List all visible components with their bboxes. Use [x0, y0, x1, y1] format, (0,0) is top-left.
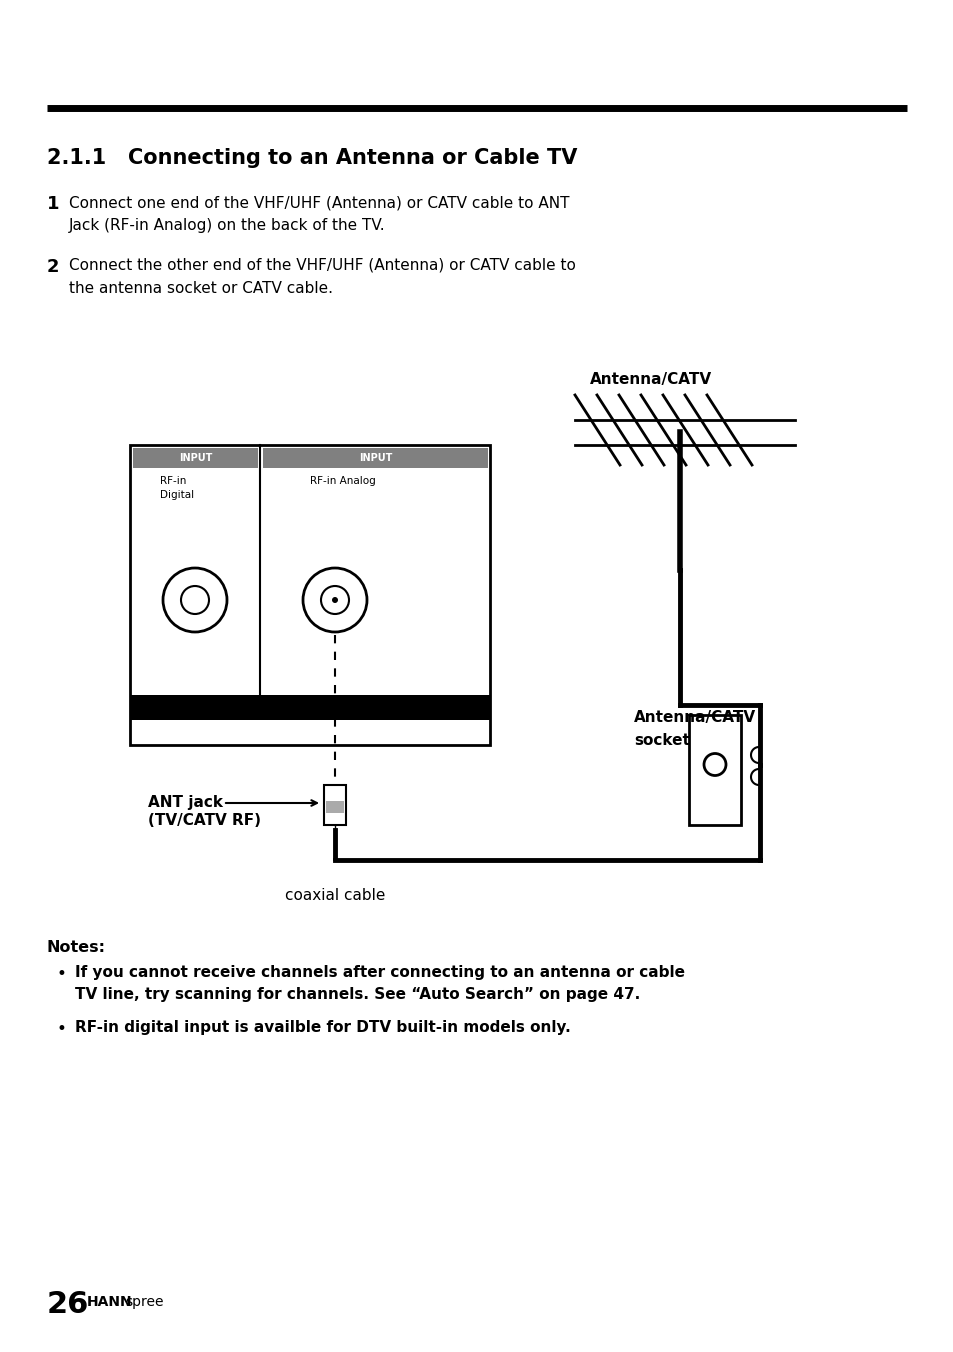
Text: Notes:: Notes:: [47, 940, 106, 955]
Text: INPUT: INPUT: [358, 453, 392, 462]
Text: 26: 26: [47, 1290, 90, 1320]
Circle shape: [303, 568, 367, 631]
Text: Antenna/CATV: Antenna/CATV: [589, 372, 711, 387]
Text: •: •: [57, 1019, 67, 1038]
Text: 1: 1: [47, 195, 59, 214]
Bar: [130, 695, 490, 721]
Text: RF-in digital input is availble for DTV built-in models only.: RF-in digital input is availble for DTV …: [75, 1019, 570, 1036]
Circle shape: [163, 568, 227, 631]
Text: HANN: HANN: [87, 1295, 132, 1309]
Bar: [132, 448, 257, 468]
Text: 2: 2: [47, 258, 59, 276]
Text: •: •: [57, 965, 67, 983]
Text: spree: spree: [125, 1295, 163, 1309]
Bar: [688, 715, 740, 825]
Text: If you cannot receive channels after connecting to an antenna or cable
TV line, : If you cannot receive channels after con…: [75, 965, 684, 1002]
Bar: [324, 786, 346, 825]
Text: Digital: Digital: [160, 489, 193, 500]
Text: 2.1.1   Connecting to an Antenna or Cable TV: 2.1.1 Connecting to an Antenna or Cable …: [47, 147, 577, 168]
Text: ANT jack: ANT jack: [148, 795, 223, 810]
Circle shape: [332, 598, 337, 603]
Bar: [263, 448, 488, 468]
Text: RF-in: RF-in: [160, 476, 186, 485]
Circle shape: [320, 585, 349, 614]
Circle shape: [703, 753, 725, 776]
Text: coaxial cable: coaxial cable: [285, 888, 385, 903]
Text: Connect one end of the VHF/UHF (Antenna) or CATV cable to ANT
Jack (RF-in Analog: Connect one end of the VHF/UHF (Antenna)…: [69, 195, 569, 234]
Text: Connect the other end of the VHF/UHF (Antenna) or CATV cable to
the antenna sock: Connect the other end of the VHF/UHF (An…: [69, 258, 576, 296]
Bar: [326, 800, 344, 813]
Text: INPUT: INPUT: [178, 453, 212, 462]
Text: (TV/CATV RF): (TV/CATV RF): [148, 813, 261, 827]
Text: Antenna: Antenna: [409, 450, 481, 465]
Text: RF-in Analog: RF-in Analog: [310, 476, 375, 485]
Text: Antenna/CATV: Antenna/CATV: [634, 710, 756, 725]
Text: socket: socket: [634, 733, 689, 748]
Circle shape: [181, 585, 209, 614]
Bar: [130, 445, 490, 745]
